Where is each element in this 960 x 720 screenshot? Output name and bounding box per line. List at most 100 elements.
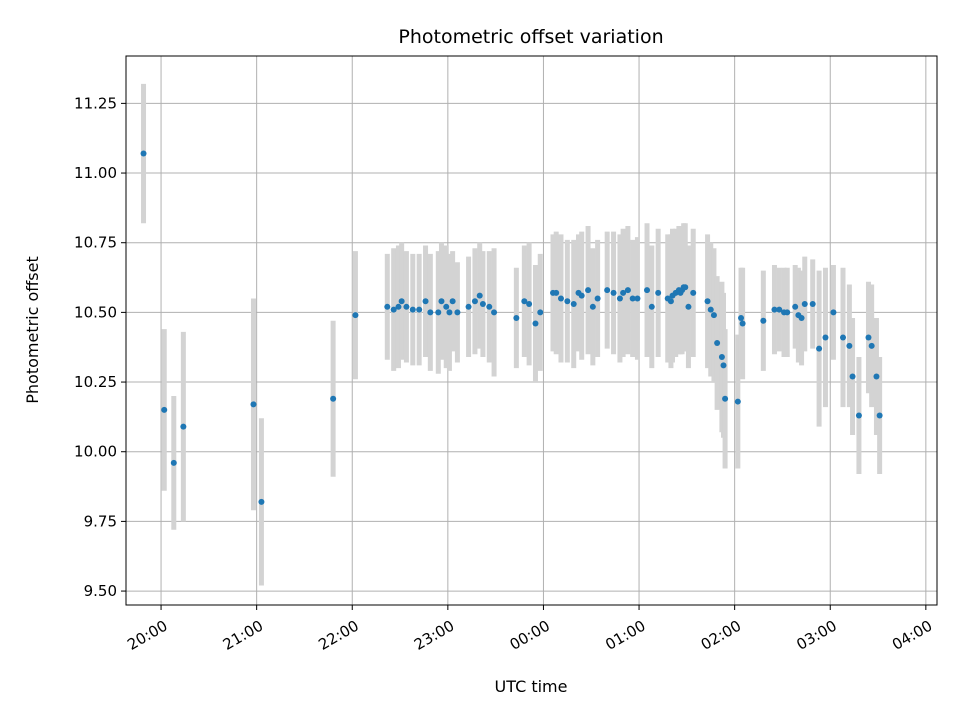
data-point: [446, 309, 453, 316]
data-point: [532, 320, 539, 327]
data-point: [557, 295, 564, 302]
data-point: [690, 289, 697, 296]
data-point: [250, 401, 257, 408]
y-tick-label: 11.25: [74, 94, 117, 112]
y-tick-label: 10.00: [74, 443, 117, 461]
data-point: [537, 309, 544, 316]
data-point: [594, 295, 601, 302]
data-point: [610, 289, 617, 296]
y-tick-label: 10.50: [74, 303, 117, 321]
data-point: [616, 295, 623, 302]
data-point: [416, 306, 423, 313]
data-point: [395, 303, 402, 310]
data-point: [714, 340, 721, 347]
data-point: [809, 301, 816, 308]
data-point: [180, 423, 187, 430]
data-point: [738, 314, 745, 321]
data-point: [846, 342, 853, 349]
data-point: [839, 334, 846, 341]
data-points: [140, 150, 883, 505]
data-point: [760, 317, 767, 324]
y-axis: 9.50 9.75 10.00 10.25 10.50 10.75 11.00 11.25: [74, 94, 126, 600]
data-point: [722, 395, 729, 402]
data-point: [352, 312, 359, 319]
data-point: [718, 353, 725, 360]
data-point: [564, 298, 571, 305]
data-point: [438, 298, 445, 305]
data-point: [398, 298, 405, 305]
data-point: [553, 289, 560, 296]
data-point: [830, 309, 837, 316]
data-point: [849, 373, 856, 380]
data-point: [161, 406, 168, 413]
data-point: [471, 298, 478, 305]
data-point: [479, 301, 486, 308]
data-point: [409, 306, 416, 313]
data-point: [513, 314, 520, 321]
data-point: [589, 303, 596, 310]
data-point: [682, 284, 689, 291]
data-point: [384, 303, 391, 310]
data-point: [629, 295, 636, 302]
data-point: [816, 345, 823, 352]
data-point: [822, 334, 829, 341]
data-point: [330, 395, 337, 402]
data-point: [570, 301, 577, 308]
data-point: [868, 342, 875, 349]
data-point: [578, 292, 585, 299]
data-point: [427, 309, 434, 316]
data-point: [449, 298, 456, 305]
data-point: [526, 301, 533, 308]
data-point: [739, 320, 746, 327]
data-point: [624, 287, 631, 294]
data-point: [771, 306, 778, 313]
data-point: [435, 309, 442, 316]
data-point: [465, 303, 472, 310]
y-axis-label: Photometric offset: [23, 256, 42, 404]
data-point: [798, 314, 805, 321]
data-point: [720, 362, 727, 369]
data-point: [876, 412, 883, 419]
data-point: [491, 309, 498, 316]
data-point: [801, 301, 808, 308]
y-tick-label: 11.00: [74, 164, 117, 182]
data-point: [704, 298, 711, 305]
data-point: [634, 295, 641, 302]
data-point: [476, 292, 483, 299]
data-point: [170, 459, 177, 466]
data-point: [140, 150, 147, 157]
y-tick-label: 9.75: [84, 512, 117, 530]
data-point: [710, 312, 717, 319]
data-point: [454, 309, 461, 316]
data-point: [784, 309, 791, 316]
data-point: [644, 287, 651, 294]
data-point: [685, 303, 692, 310]
plot-frame: [125, 55, 938, 606]
data-point: [855, 412, 862, 419]
data-point: [667, 298, 674, 305]
data-point: [792, 303, 799, 310]
data-point: [403, 303, 410, 310]
x-axis-label: UTC time: [495, 677, 568, 696]
data-point: [620, 289, 627, 296]
data-point: [585, 287, 592, 294]
data-point: [734, 398, 741, 405]
data-point: [655, 289, 662, 296]
data-point: [258, 498, 265, 505]
data-point: [865, 334, 872, 341]
data-point: [486, 303, 493, 310]
y-tick-label: 10.75: [74, 234, 117, 252]
data-point: [873, 373, 880, 380]
chart-title: Photometric offset variation: [398, 26, 663, 48]
data-point: [390, 306, 397, 313]
data-point: [707, 306, 714, 313]
data-point: [521, 298, 528, 305]
data-point: [422, 298, 429, 305]
data-point: [776, 306, 783, 313]
y-tick-label: 10.25: [74, 373, 117, 391]
y-tick-label: 9.50: [84, 582, 117, 600]
data-point: [443, 303, 450, 310]
data-point: [604, 287, 611, 294]
data-point: [648, 303, 655, 310]
